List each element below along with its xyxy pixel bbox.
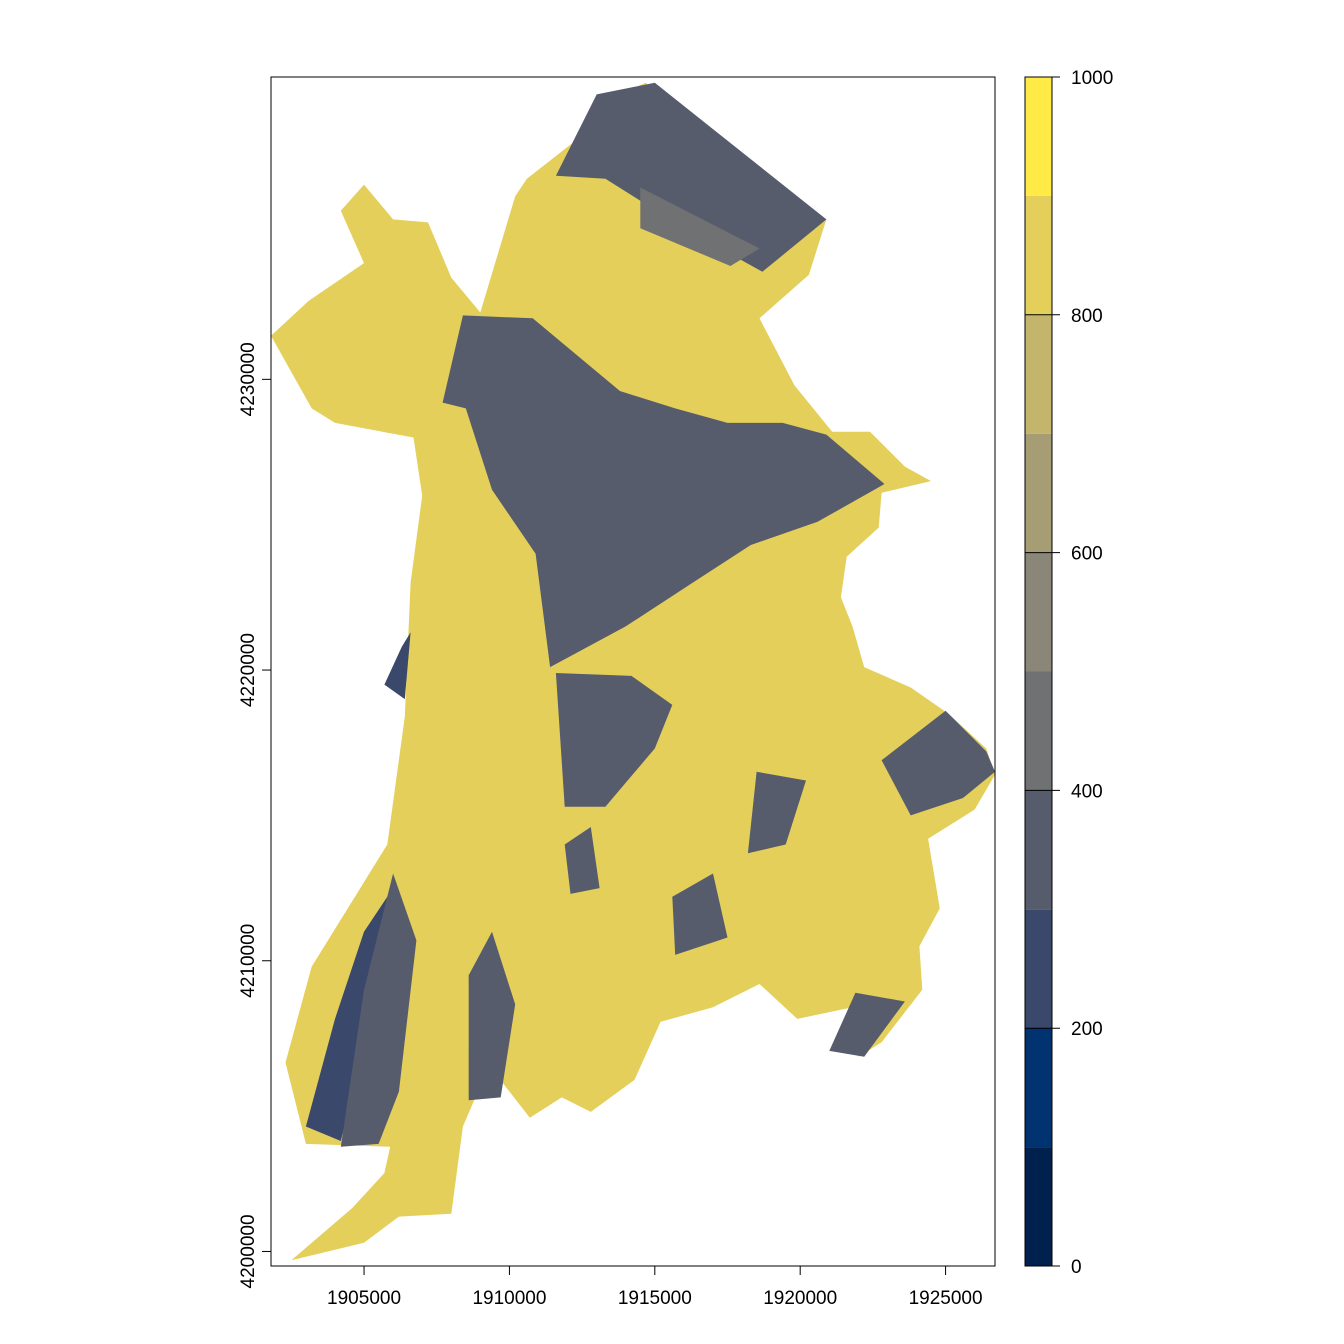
y-tick-label-2: 4220000 — [238, 633, 259, 707]
colorbar-swatch-1 — [1025, 1028, 1052, 1148]
x-tick-label-0: 1905000 — [327, 1288, 401, 1309]
colorbar-swatch-7 — [1025, 314, 1052, 434]
x-axis: 1905000 1910000 1915000 1920000 1925000 — [327, 1265, 983, 1309]
colorbar-tick-label-5: 1000 — [1071, 68, 1113, 89]
map-region-10 — [672, 873, 728, 955]
map-region-2 — [442, 315, 885, 668]
y-tick-label-3: 4230000 — [238, 342, 259, 416]
raster-map — [271, 82, 995, 1261]
colorbar-swatch-0 — [1025, 1147, 1052, 1266]
x-tick-label-2: 1915000 — [618, 1288, 692, 1309]
colorbar-swatch-9 — [1025, 77, 1052, 196]
colorbar-tick-label-0: 0 — [1071, 1257, 1082, 1278]
map-region-0 — [555, 82, 827, 272]
colorbar-legend: 0 200 400 600 800 1000 — [1024, 68, 1113, 1278]
colorbar-tick-label-4: 800 — [1071, 306, 1103, 327]
colorbar-swatch-2 — [1025, 909, 1052, 1029]
y-tick-label-1: 4210000 — [238, 924, 259, 998]
colorbar-tick-label-3: 600 — [1071, 544, 1103, 565]
map-region-11 — [747, 771, 806, 854]
colorbar-swatch-8 — [1025, 195, 1052, 315]
map-region-6 — [305, 888, 394, 1141]
map-region-9 — [468, 931, 516, 1101]
colorbar-swatch-6 — [1025, 433, 1052, 553]
map-region-8 — [829, 992, 905, 1057]
x-tick-label-1: 1910000 — [472, 1288, 546, 1309]
x-tick-label-4: 1925000 — [909, 1288, 983, 1309]
map-region-4 — [881, 710, 995, 816]
colorbar-swatch-4 — [1025, 671, 1052, 791]
map-region-12 — [564, 827, 600, 894]
colorbar-tick-label-1: 200 — [1071, 1019, 1103, 1040]
x-tick-label-3: 1920000 — [763, 1288, 837, 1309]
colorbar-tick-label-2: 400 — [1071, 781, 1103, 802]
y-tick-label-0: 4200000 — [238, 1214, 259, 1288]
colorbar-swatch-3 — [1025, 790, 1052, 910]
map-region-7 — [340, 873, 417, 1147]
map-region-3 — [555, 673, 673, 807]
y-axis: 4200000 4210000 4220000 4230000 — [238, 342, 272, 1288]
colorbar-swatch-5 — [1025, 552, 1052, 672]
map-region-1 — [640, 187, 760, 266]
map-region-5 — [384, 632, 411, 700]
